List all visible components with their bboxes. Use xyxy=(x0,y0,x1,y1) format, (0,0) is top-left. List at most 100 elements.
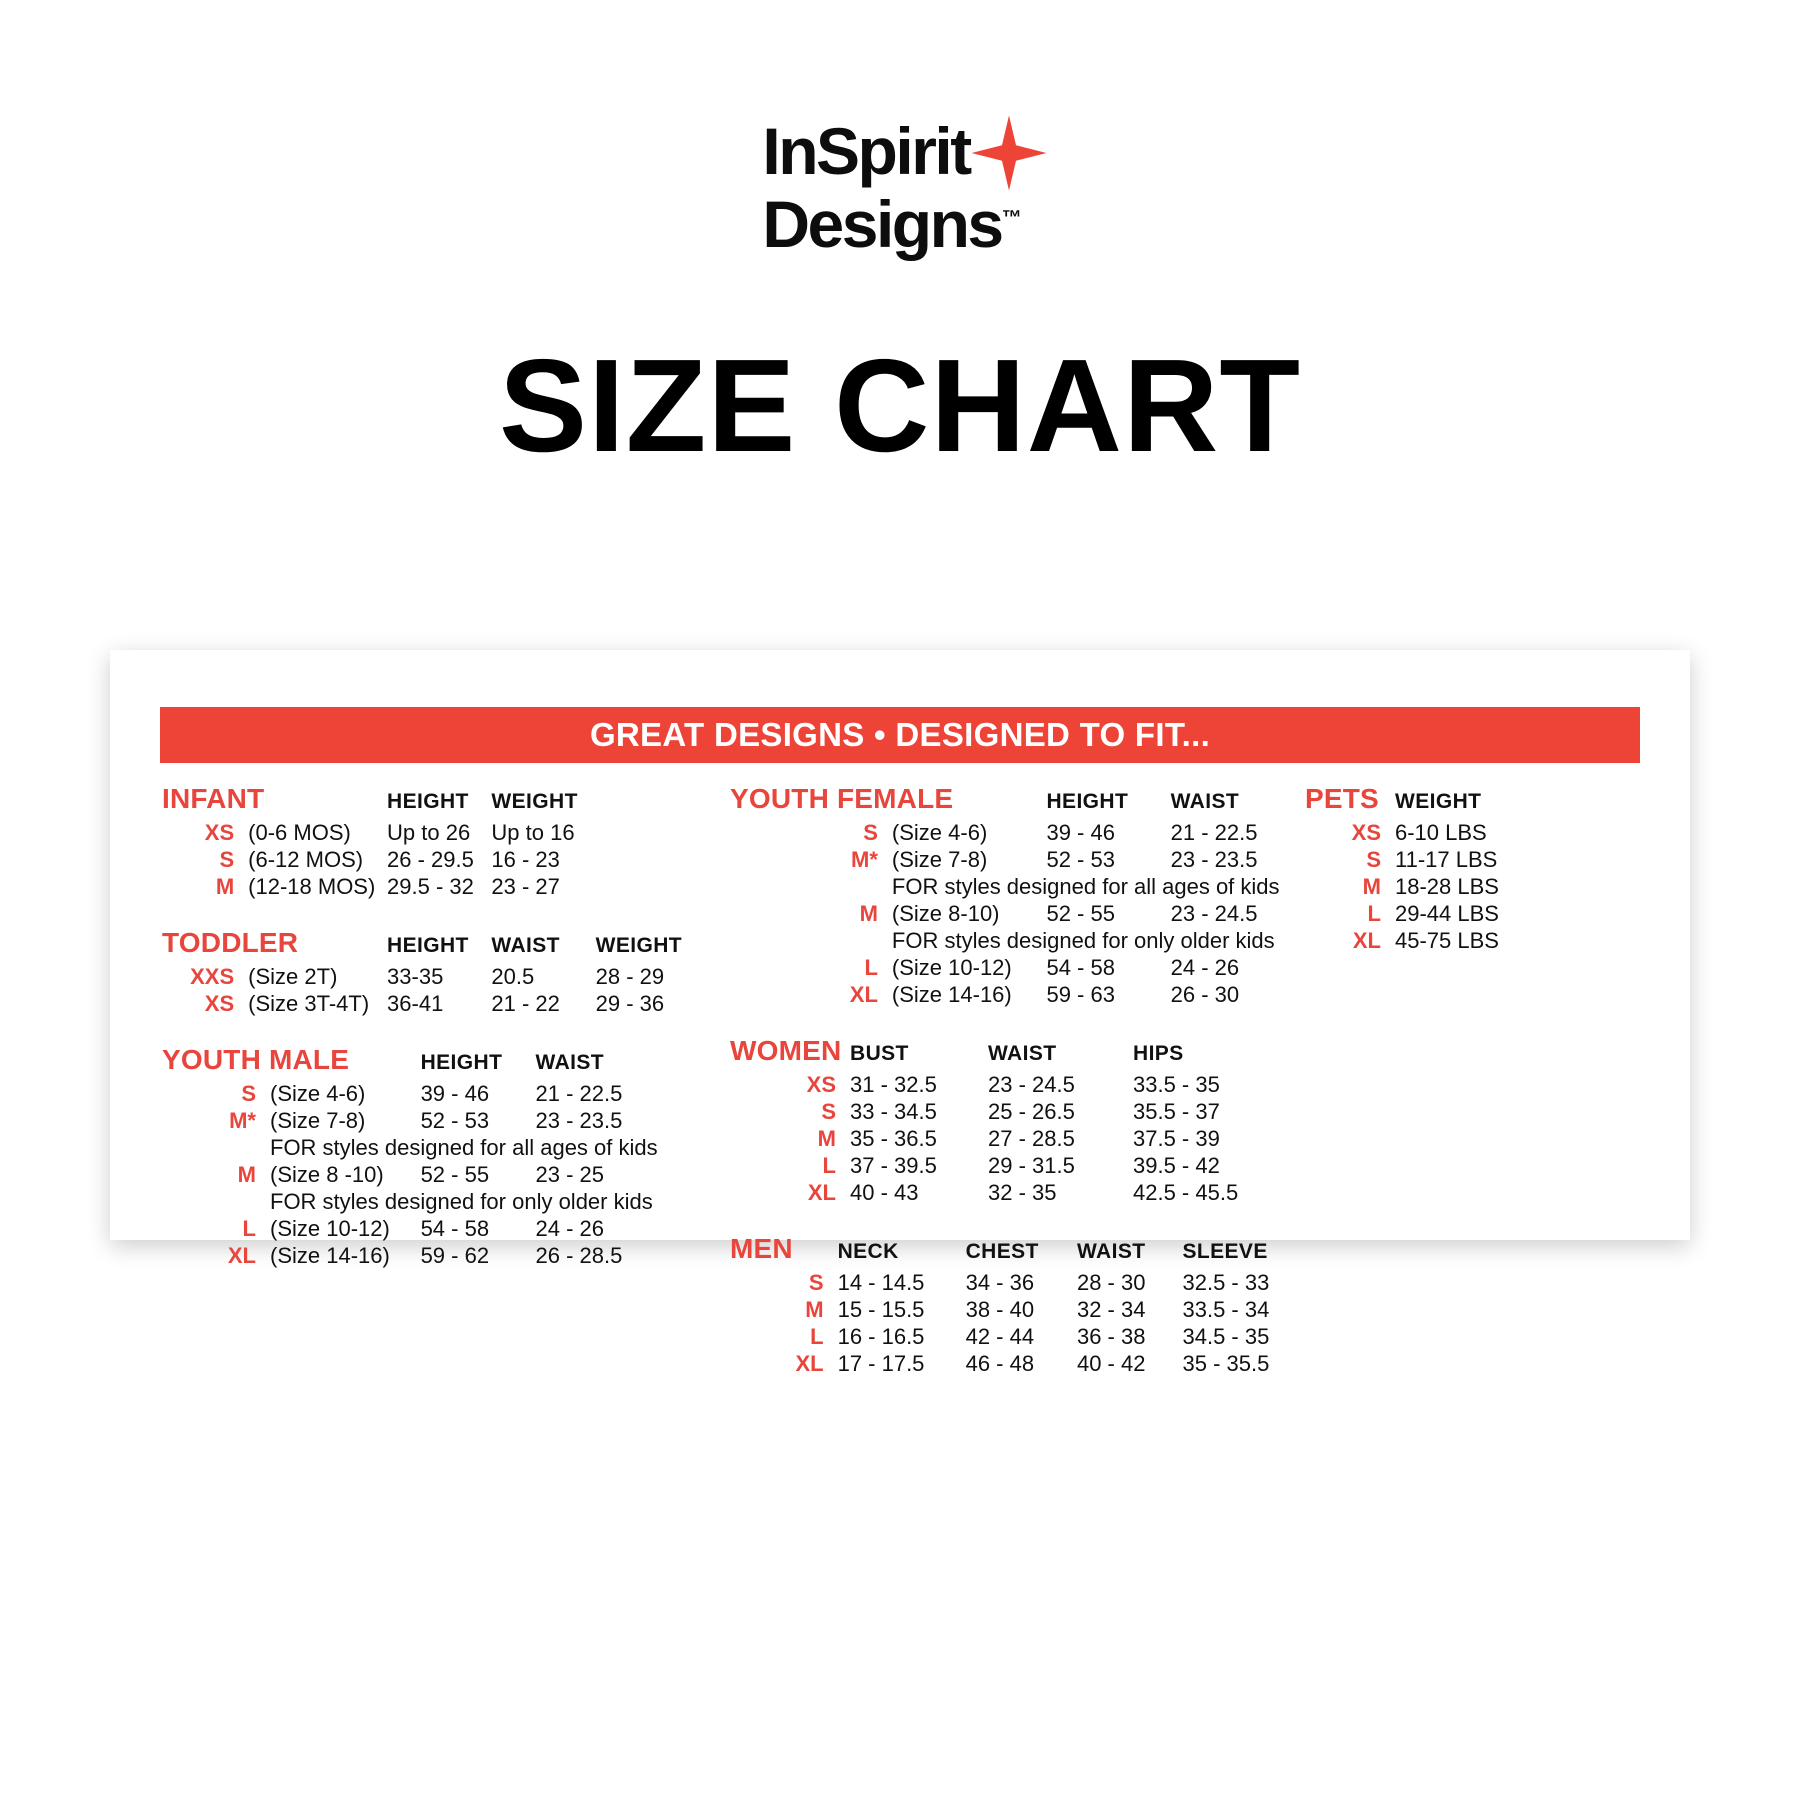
size-code: S xyxy=(863,820,878,845)
age-range: (Size 8-10) xyxy=(891,901,1000,926)
value-weight: Up to 16 xyxy=(491,820,575,845)
table-youth-female: YOUTH FEMALE HEIGHT WAIST S (Size 4-6) 3… xyxy=(730,778,1290,1030)
age-range: (Size 10-12) xyxy=(270,1216,390,1241)
value-height: 52 - 55 xyxy=(420,1162,490,1187)
size-code: M* xyxy=(229,1108,256,1133)
size-code: XS xyxy=(1351,820,1381,845)
header-pets-weight: WEIGHT xyxy=(1395,790,1482,813)
note-all-ages: FOR styles designed for all ages of kids xyxy=(891,874,1280,899)
value-waist: 23 - 23.5 xyxy=(1170,847,1258,872)
table-row: M 15 - 15.5 38 - 40 32 - 34 33.5 - 34 xyxy=(730,1296,1290,1323)
header-men-neck: NECK xyxy=(837,1240,899,1263)
value-chest: 38 - 40 xyxy=(965,1297,1035,1322)
table-row-note: FOR styles designed for only older kids xyxy=(730,927,1290,954)
value-neck: 14 - 14.5 xyxy=(837,1270,925,1295)
table-row: S 33 - 34.5 25 - 26.5 35.5 - 37 xyxy=(730,1098,1273,1125)
size-code: XS xyxy=(806,1072,836,1097)
size-code: S xyxy=(219,847,235,872)
value-sleeve: 32.5 - 33 xyxy=(1182,1270,1270,1295)
value-weight: 29 - 36 xyxy=(595,991,665,1016)
logo-line-inspirit: InSpirit xyxy=(762,115,1047,191)
group-title-youth-female: YOUTH FEMALE xyxy=(730,783,954,814)
age-range: (Size 10-12) xyxy=(891,955,1012,980)
logo-text-inspirit: InSpirit xyxy=(762,114,972,188)
header-yfemale-height: HEIGHT xyxy=(1046,790,1129,813)
value-sleeve: 34.5 - 35 xyxy=(1182,1324,1270,1349)
header-women-bust: BUST xyxy=(850,1042,909,1065)
table-row: S (6-12 MOS) 26 - 29.5 16 - 23 xyxy=(162,846,682,873)
age-range: (Size 2T) xyxy=(248,964,338,989)
note-older-kids: FOR styles designed for only older kids xyxy=(270,1189,653,1214)
header-infant-weight: WEIGHT xyxy=(491,790,578,813)
size-tables-grid: INFANT HEIGHT WEIGHT XS (0-6 MOS) Up to … xyxy=(110,778,1690,1376)
row-spacer xyxy=(162,900,682,922)
table-row-note: FOR styles designed for only older kids xyxy=(162,1188,658,1215)
value-height: Up to 26 xyxy=(387,820,471,845)
column-left: INFANT HEIGHT WEIGHT XS (0-6 MOS) Up to … xyxy=(162,778,682,1269)
value-hips: 33.5 - 35 xyxy=(1133,1072,1220,1097)
group-title-infant: INFANT xyxy=(162,783,265,814)
age-range: (Size 7-8) xyxy=(270,1108,366,1133)
header-yfemale-waist: WAIST xyxy=(1170,790,1240,813)
size-code: M xyxy=(859,901,878,926)
value-bust: 31 - 32.5 xyxy=(850,1072,937,1097)
table-row: M (12-18 MOS) 29.5 - 32 23 - 27 xyxy=(162,873,682,900)
header-toddler-height: HEIGHT xyxy=(387,934,469,957)
age-range: (Size 7-8) xyxy=(891,847,988,872)
value-sleeve: 33.5 - 34 xyxy=(1182,1297,1270,1322)
size-code: M xyxy=(1362,874,1381,899)
table-row: S 11-17 LBS xyxy=(1305,846,1555,873)
four-point-star-icon xyxy=(971,115,1047,191)
value-chest: 46 - 48 xyxy=(965,1351,1035,1376)
size-chart-card: GREAT DESIGNS • DESIGNED TO FIT... INFAN… xyxy=(110,650,1690,1376)
value-weight: 6-10 LBS xyxy=(1395,820,1487,845)
table-row: XS (0-6 MOS) Up to 26 Up to 16 xyxy=(162,819,682,846)
value-waist: 26 - 30 xyxy=(1170,982,1240,1007)
value-weight: 45-75 LBS xyxy=(1395,928,1499,953)
size-code: M xyxy=(817,1126,836,1151)
value-weight: 28 - 29 xyxy=(595,964,665,989)
value-hips: 42.5 - 45.5 xyxy=(1133,1180,1239,1205)
size-code: S xyxy=(808,1270,824,1295)
table-pets: PETS WEIGHT XS 6-10 LBS S 11-17 LBS M 18… xyxy=(1305,778,1555,954)
size-code: L xyxy=(822,1153,836,1178)
table-row-header: INFANT HEIGHT WEIGHT xyxy=(162,778,682,819)
table-row: XS 31 - 32.5 23 - 24.5 33.5 - 35 xyxy=(730,1071,1273,1098)
value-bust: 37 - 39.5 xyxy=(850,1153,937,1178)
age-range: (Size 14-16) xyxy=(891,982,1012,1007)
size-code: S xyxy=(821,1099,836,1124)
table-row: XL 45-75 LBS xyxy=(1305,927,1555,954)
size-code: XXS xyxy=(190,964,235,989)
value-weight: 11-17 LBS xyxy=(1395,847,1498,872)
table-infant: INFANT HEIGHT WEIGHT XS (0-6 MOS) Up to … xyxy=(162,778,682,1039)
size-code: XL xyxy=(807,1180,836,1205)
size-code: XL xyxy=(227,1243,256,1268)
value-height: 54 - 58 xyxy=(420,1216,490,1241)
value-waist: 21 - 22 xyxy=(491,991,560,1016)
value-height: 52 - 53 xyxy=(1046,847,1115,872)
value-waist: 32 - 35 xyxy=(988,1180,1057,1205)
table-row: L (Size 10-12) 54 - 58 24 - 26 xyxy=(730,954,1290,981)
header-men-sleeve: SLEEVE xyxy=(1182,1240,1268,1263)
size-code: L xyxy=(864,955,878,980)
value-waist: 23 - 23.5 xyxy=(535,1108,623,1133)
size-code: L xyxy=(242,1216,256,1241)
value-height: 52 - 53 xyxy=(420,1108,490,1133)
value-bust: 40 - 43 xyxy=(850,1180,919,1205)
size-code: L xyxy=(1367,901,1381,926)
value-hips: 37.5 - 39 xyxy=(1133,1126,1220,1151)
header-toddler-weight: WEIGHT xyxy=(595,934,682,957)
table-row: XL 40 - 43 32 - 35 42.5 - 45.5 xyxy=(730,1179,1273,1206)
table-women: WOMEN BUST WAIST HIPS XS 31 - 32.5 23 - … xyxy=(730,1030,1273,1228)
table-row: L 16 - 16.5 42 - 44 36 - 38 34.5 - 35 xyxy=(730,1323,1290,1350)
value-waist: 20.5 xyxy=(491,964,535,989)
group-title-men: MEN xyxy=(730,1233,793,1264)
age-range: (Size 4-6) xyxy=(270,1081,366,1106)
value-waist: 24 - 26 xyxy=(535,1216,605,1241)
size-code: XS xyxy=(204,991,235,1016)
value-waist: 29 - 31.5 xyxy=(988,1153,1075,1178)
size-code: M xyxy=(215,874,235,899)
group-title-women: WOMEN xyxy=(730,1035,842,1066)
table-row: M* (Size 7-8) 52 - 53 23 - 23.5 xyxy=(162,1107,658,1134)
